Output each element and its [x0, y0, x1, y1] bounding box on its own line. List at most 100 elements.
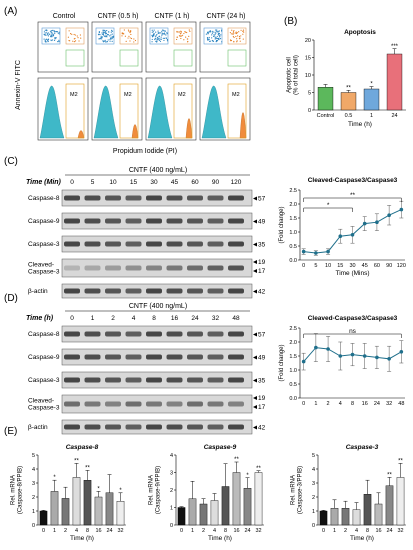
band — [166, 424, 183, 430]
band — [146, 401, 162, 407]
band — [166, 401, 183, 407]
gate-lower-left — [149, 27, 169, 45]
event-dot — [206, 38, 209, 40]
band — [146, 354, 162, 360]
data-point — [375, 220, 379, 224]
data-point — [301, 359, 306, 364]
band — [187, 354, 203, 360]
bar — [50, 491, 59, 526]
data-point — [399, 350, 404, 354]
event-dot — [69, 40, 71, 42]
event-dot — [52, 33, 54, 35]
event-dot — [219, 35, 221, 37]
bar — [116, 501, 125, 526]
event-dot — [208, 36, 210, 39]
bar — [385, 485, 394, 526]
chart-c-fold-change: Cleaved-Caspase3/Caspase3 0.0 0.5 1.0 1.5 2.0… — [279, 177, 406, 277]
y-tick-label: 3 — [312, 481, 315, 487]
event-dot — [234, 32, 236, 34]
band — [187, 377, 203, 383]
event-dot — [58, 41, 60, 43]
lane-label: 5 — [91, 179, 95, 186]
band — [166, 241, 183, 247]
event-dot — [49, 30, 52, 32]
event-dot — [50, 39, 52, 42]
event-dot — [232, 32, 234, 34]
band — [146, 424, 162, 430]
bar — [39, 510, 48, 526]
gate-upper-right — [65, 27, 85, 45]
band — [228, 218, 244, 224]
y-tick-label: 0.0 — [289, 258, 297, 264]
band — [146, 288, 162, 294]
lane-label: 10 — [109, 179, 117, 186]
event-dot — [216, 29, 218, 31]
event-dot — [127, 29, 130, 31]
band — [125, 265, 142, 271]
mw-arrow — [253, 260, 257, 264]
band — [105, 424, 121, 430]
band — [166, 265, 183, 271]
band — [105, 377, 121, 383]
x-axis-label: Time (Mins) — [335, 270, 369, 277]
event-dot — [46, 29, 48, 31]
x-axis-label: Time (h) — [350, 535, 374, 542]
y-tick-label: 3 — [170, 471, 173, 477]
event-dot — [43, 31, 45, 33]
event-dot — [180, 32, 182, 34]
event-dot — [212, 31, 214, 33]
x-tick-label: 1 — [314, 401, 317, 407]
band — [187, 195, 203, 201]
significance-star: ** — [387, 472, 392, 478]
event-dot — [176, 30, 178, 33]
event-dot — [231, 29, 233, 31]
bar — [83, 480, 92, 526]
flow-ylabel: Annexin-V FITC — [15, 60, 22, 110]
event-dot — [156, 40, 158, 42]
band — [64, 401, 80, 407]
event-dot — [102, 31, 104, 33]
event-dot — [53, 39, 56, 42]
flow-title-05h: CNTF (0.5 h) — [98, 13, 139, 20]
event-dot — [129, 37, 131, 39]
blot-row: Caspase-9 49 — [28, 348, 266, 366]
event-dot — [51, 30, 53, 32]
gate-lower-left — [41, 27, 61, 45]
event-dot — [176, 38, 178, 41]
event-dot — [166, 33, 168, 35]
event-dot — [166, 38, 169, 41]
significance-bracket — [303, 333, 402, 338]
event-dot — [99, 37, 101, 40]
event-dot — [44, 33, 46, 35]
y-tick-label: 15 — [305, 56, 311, 62]
lane-label: 16 — [171, 315, 179, 322]
blot-row: β-actin 42 — [28, 283, 266, 299]
flow-title-1h: CNTF (1 h) — [155, 13, 190, 20]
x-tick-label: 24 — [391, 113, 397, 119]
mw-arrow — [253, 289, 257, 294]
event-dot — [57, 41, 59, 43]
event-dot — [212, 40, 215, 42]
band — [125, 331, 142, 337]
blot-row: Caspase-8 57 — [28, 189, 266, 207]
lane-label: 60 — [191, 179, 199, 186]
event-dot — [102, 29, 104, 31]
event-dot — [130, 30, 132, 32]
x-tick-label: 10 — [325, 263, 331, 269]
y-tick-label: 1.5 — [289, 216, 297, 222]
x-tick-label: 16 — [233, 528, 239, 534]
mw-marker: 42 — [258, 289, 266, 296]
event-dot — [186, 31, 188, 34]
event-dot — [162, 32, 164, 35]
y-axis-label: Apoptotic cell — [287, 57, 293, 93]
event-dot — [158, 37, 160, 40]
band — [187, 424, 203, 430]
chart-title: Apoptosis — [344, 29, 376, 36]
lane-label: 45 — [171, 179, 179, 186]
event-dot — [188, 35, 190, 37]
event-dot — [154, 38, 156, 41]
band — [84, 265, 101, 271]
x-tick-label: 48 — [398, 401, 404, 407]
event-dot — [103, 29, 105, 31]
